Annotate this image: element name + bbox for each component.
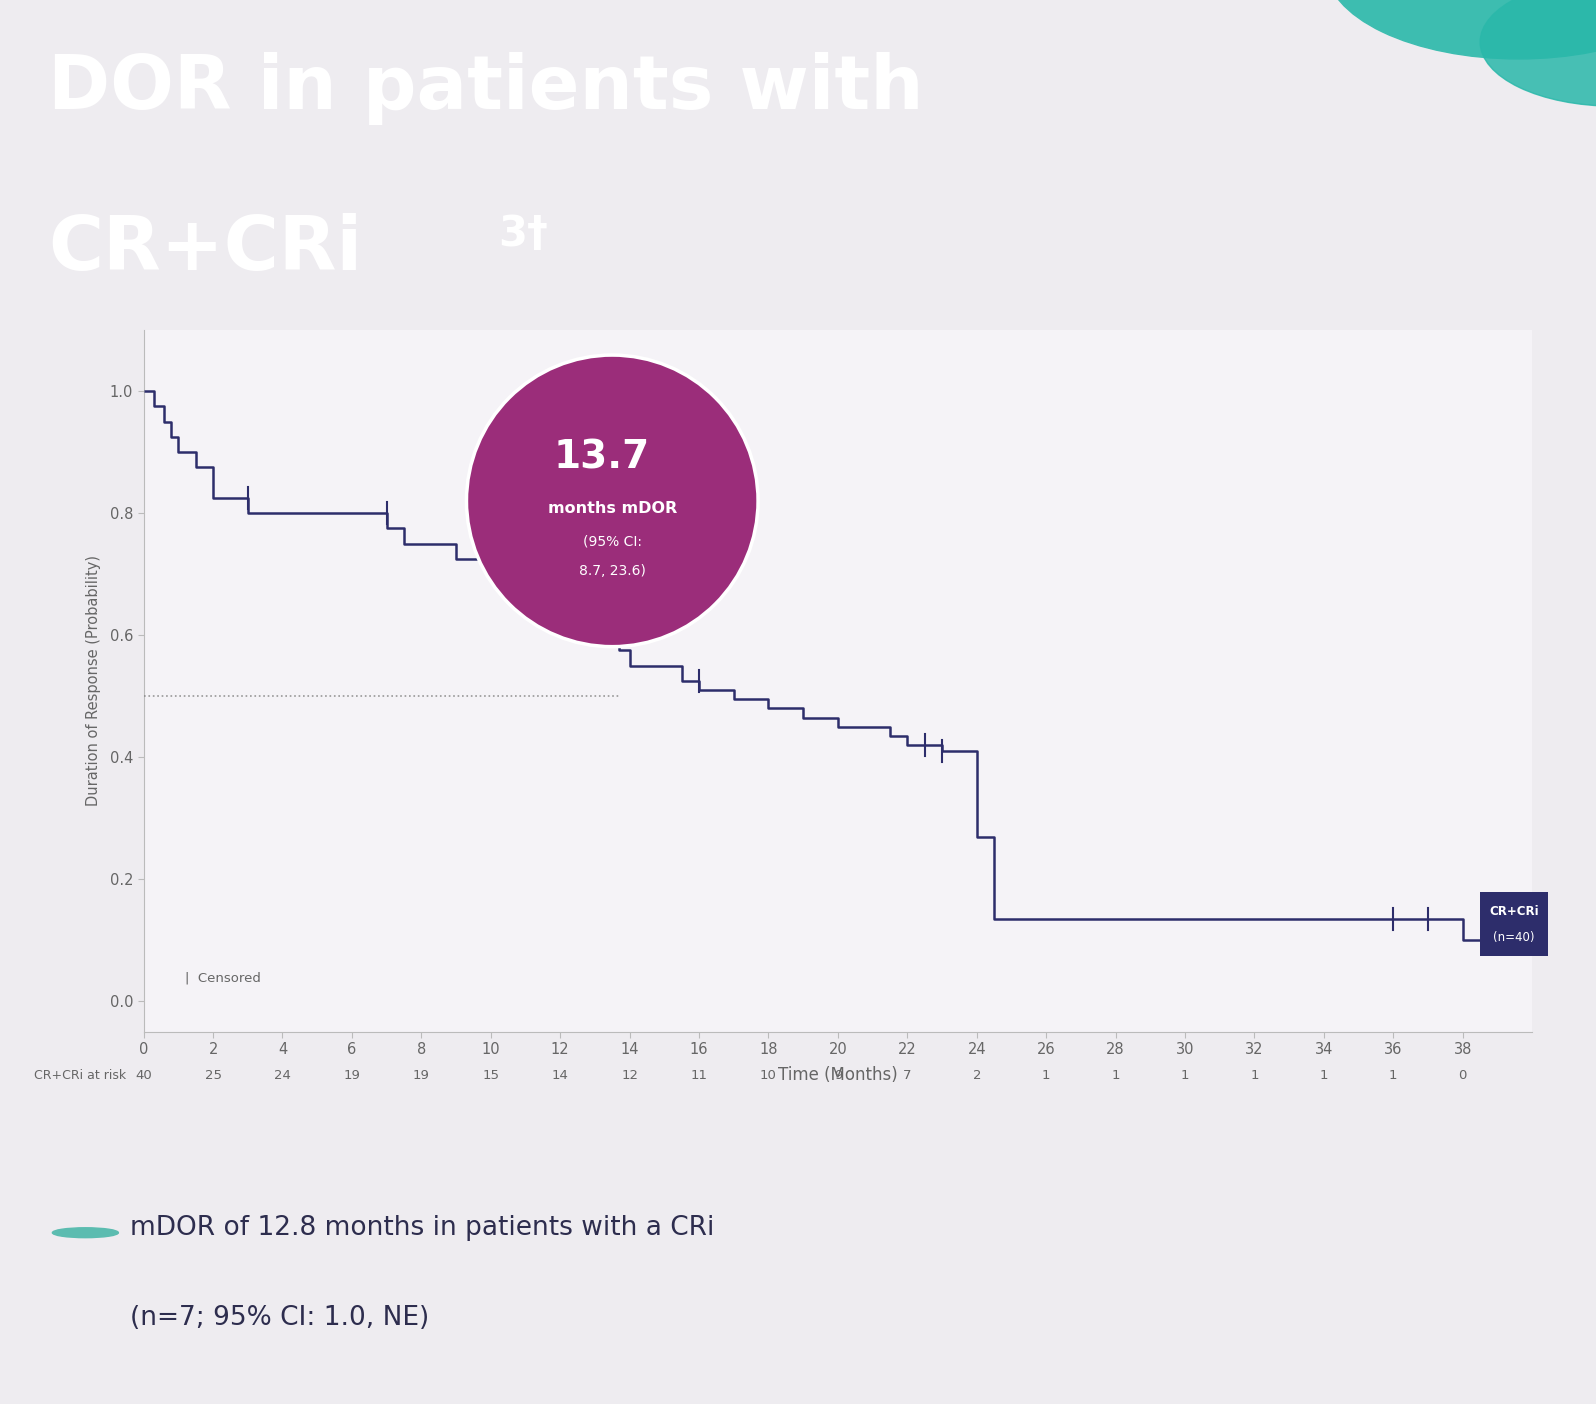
Text: (n=7; 95% CI: 1.0, NE): (n=7; 95% CI: 1.0, NE) — [131, 1306, 429, 1331]
Text: 19: 19 — [413, 1068, 429, 1082]
Circle shape — [1479, 0, 1596, 107]
Text: 1: 1 — [1042, 1068, 1050, 1082]
Text: 0: 0 — [1459, 1068, 1467, 1082]
Text: 1: 1 — [1250, 1068, 1259, 1082]
Text: mDOR of 12.8 months in patients with a CRi: mDOR of 12.8 months in patients with a C… — [131, 1216, 715, 1241]
Text: 3†: 3† — [498, 213, 547, 256]
Text: 14: 14 — [552, 1068, 568, 1082]
Y-axis label: Duration of Response (Probability): Duration of Response (Probability) — [86, 556, 102, 806]
Text: 8.7, 23.6): 8.7, 23.6) — [579, 564, 646, 578]
Text: 11: 11 — [691, 1068, 707, 1082]
Text: 40: 40 — [136, 1068, 152, 1082]
Text: (n=40): (n=40) — [1494, 931, 1535, 943]
Text: 10: 10 — [760, 1068, 777, 1082]
Text: 12: 12 — [621, 1068, 638, 1082]
Circle shape — [1326, 0, 1596, 59]
FancyBboxPatch shape — [1479, 892, 1548, 956]
Text: |  Censored: | Censored — [185, 972, 262, 984]
Circle shape — [53, 1227, 118, 1238]
Text: 25: 25 — [204, 1068, 222, 1082]
Text: 1: 1 — [1320, 1068, 1328, 1082]
Text: 1: 1 — [1389, 1068, 1398, 1082]
Text: 15: 15 — [482, 1068, 500, 1082]
Text: CR+CRi at risk: CR+CRi at risk — [34, 1068, 126, 1082]
Text: CR+CRi: CR+CRi — [1489, 904, 1539, 918]
Text: 19: 19 — [343, 1068, 361, 1082]
Text: DOR in patients with: DOR in patients with — [48, 52, 924, 125]
Text: 1: 1 — [1111, 1068, 1120, 1082]
Text: 2: 2 — [972, 1068, 982, 1082]
Text: 9: 9 — [833, 1068, 843, 1082]
Text: 7: 7 — [903, 1068, 911, 1082]
Text: 13.7: 13.7 — [554, 438, 650, 476]
Text: 1: 1 — [1181, 1068, 1189, 1082]
X-axis label: Time (Months): Time (Months) — [777, 1066, 899, 1084]
Text: months mDOR: months mDOR — [547, 501, 677, 515]
Text: 24: 24 — [275, 1068, 290, 1082]
Ellipse shape — [466, 355, 758, 647]
Text: CR+CRi: CR+CRi — [48, 213, 362, 286]
Text: (95% CI:: (95% CI: — [583, 535, 642, 549]
